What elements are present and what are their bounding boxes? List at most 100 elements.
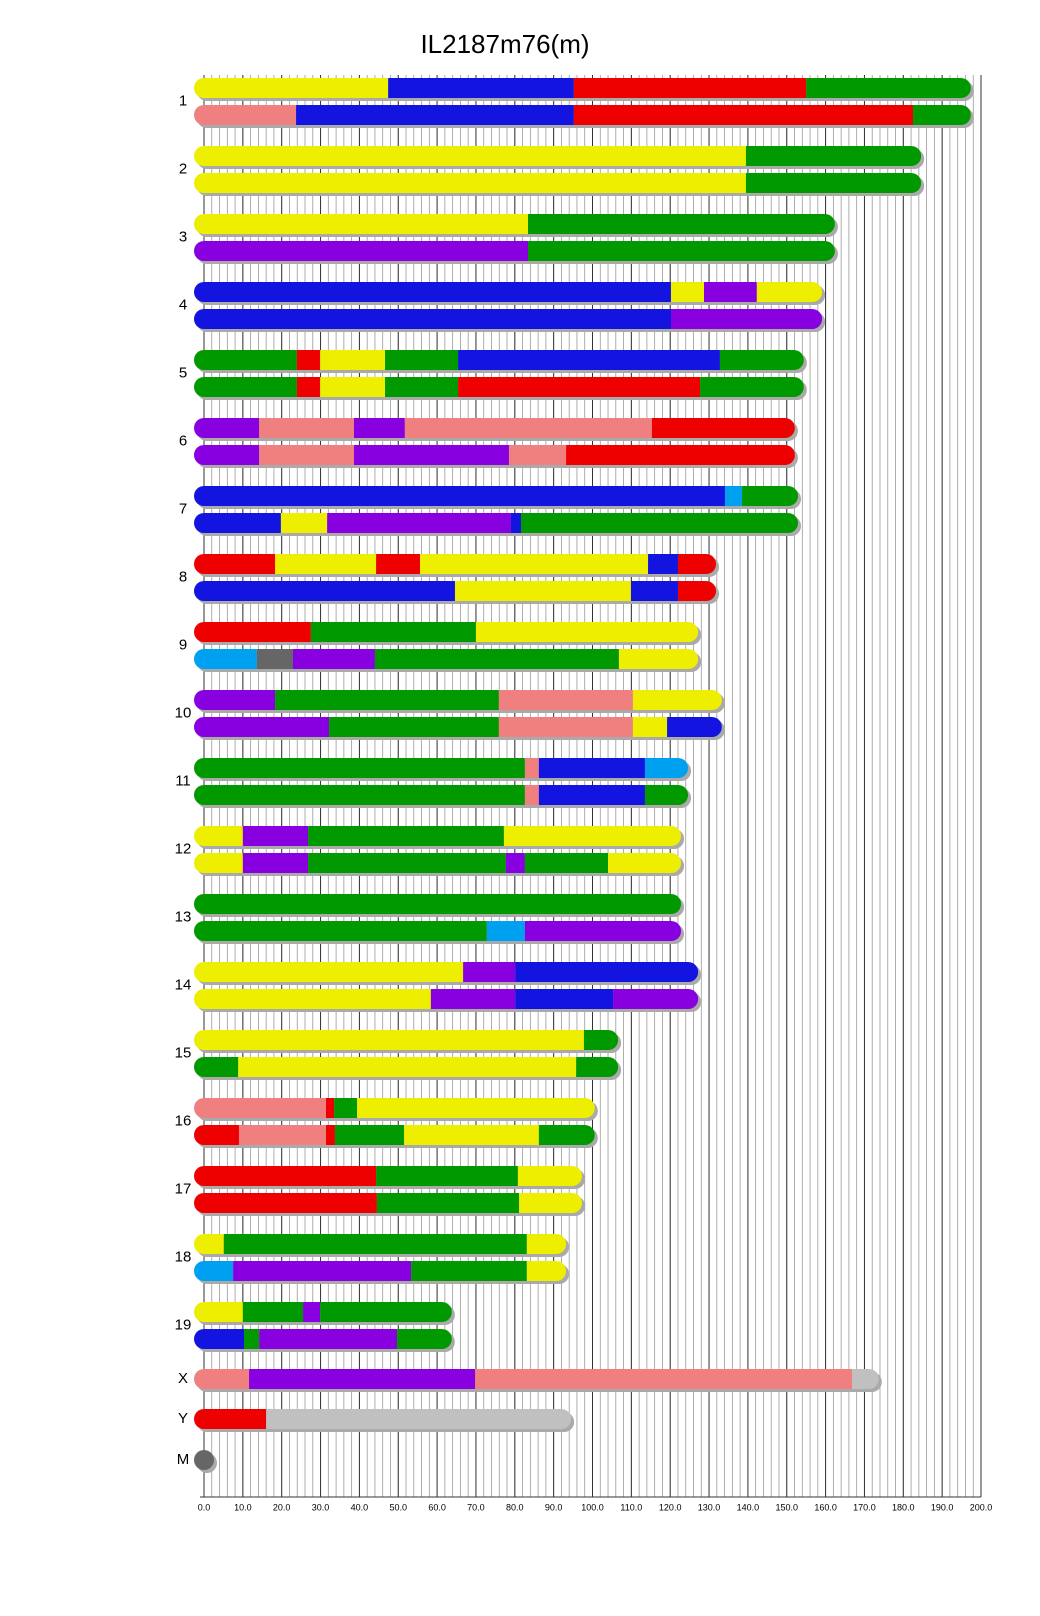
segment [194,785,525,805]
x-tick-label: 150.0 [775,1502,798,1512]
chromosome-label: 1 [179,92,187,109]
segment [194,622,311,642]
segment [194,690,276,710]
x-tick-label: 190.0 [931,1502,954,1512]
chromosome-label: 7 [179,500,187,517]
segment [194,649,257,669]
chromosome-label: 2 [179,160,187,177]
chromosome-label: 19 [175,1316,192,1333]
segment [259,1329,398,1349]
segment [670,309,823,329]
segment [194,445,260,465]
segment [538,1125,595,1145]
segment [194,486,725,506]
haplotype [194,1329,452,1349]
segment [194,1166,377,1186]
haplotype [194,350,804,370]
x-tick-label: 70.0 [467,1502,485,1512]
haplotype [194,717,722,737]
segment [573,105,914,125]
segment [852,1369,879,1389]
haplotype [194,1450,214,1470]
chromosome-label: X [178,1370,188,1387]
haplotype [194,1234,567,1254]
segment [475,622,699,642]
chart-title: IL2187m76(m) [420,29,589,59]
haplotype [194,241,835,261]
segment [194,282,671,302]
chromosome-label: 3 [179,228,187,245]
haplotype [194,690,722,710]
haplotype [194,282,823,302]
segment [194,894,682,914]
segment [524,853,609,873]
haplotype [194,649,699,669]
segment [194,1261,234,1281]
chromosome-label: 10 [175,704,192,721]
segment [608,853,682,873]
haplotype [194,1193,583,1213]
chromosome-label: 5 [179,364,187,381]
segment [194,173,746,193]
segment [463,962,516,982]
segment [376,1166,518,1186]
segment [325,1125,335,1145]
segment [517,1166,583,1186]
segment [632,717,668,737]
segment [630,581,678,601]
chromosome-label: 8 [179,568,187,585]
segment [353,418,405,438]
segment [194,962,464,982]
segment [528,214,835,234]
segment [526,1261,567,1281]
haplotype [194,513,799,533]
segment [538,785,645,805]
x-tick-label: 180.0 [892,1502,915,1512]
haplotype [194,1409,572,1429]
segment [194,758,525,778]
segment [388,78,574,98]
chromosome-label: 9 [179,636,187,653]
segment [266,1409,572,1429]
segment [194,1234,224,1254]
segment [238,1057,577,1077]
segment [458,350,720,370]
segment [194,513,281,533]
segment [249,1369,476,1389]
segment [223,1234,527,1254]
segment [194,241,529,261]
segment [233,1261,412,1281]
segment [259,418,354,438]
haplotype [194,989,699,1009]
haplotype [194,554,717,574]
segment [430,989,516,1009]
segment [275,554,377,574]
segment [194,78,389,98]
x-tick-label: 90.0 [545,1502,563,1512]
segment [503,826,682,846]
x-tick-label: 100.0 [581,1502,604,1512]
segment [404,1125,539,1145]
segment [194,1450,214,1470]
segment [327,513,511,533]
segment [194,377,297,397]
x-tick-label: 30.0 [312,1502,330,1512]
segment [308,826,504,846]
segment [244,1329,260,1349]
segment [700,377,804,397]
x-tick-label: 200.0 [970,1502,993,1512]
segment [194,1302,243,1322]
segment [524,758,539,778]
segment [521,513,799,533]
segment [194,350,297,370]
chromosome-label: Y [178,1410,188,1427]
haplotype [194,785,689,805]
haplotype [194,962,699,982]
segment [329,717,499,737]
segment [648,554,678,574]
segment [519,1193,583,1213]
haplotype [194,1261,567,1281]
segment [357,1098,595,1118]
x-tick-label: 130.0 [698,1502,721,1512]
